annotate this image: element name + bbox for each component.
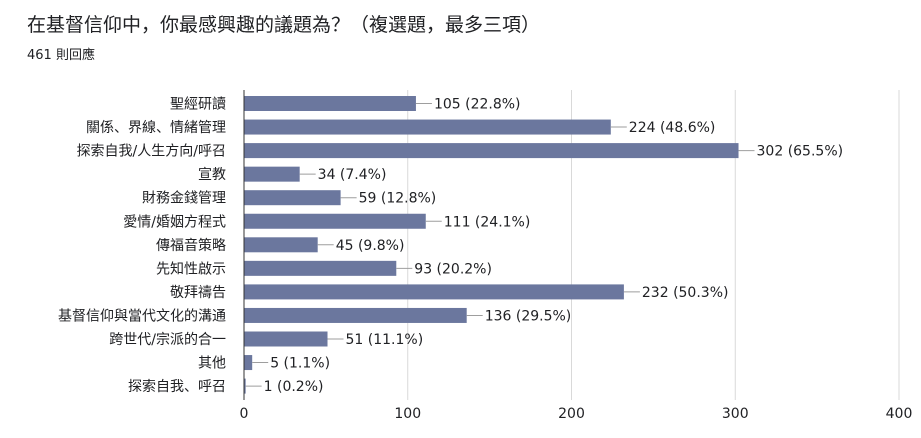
response-count: 461 則回應 [27, 48, 95, 63]
data-label: 302 (65.5%) [757, 144, 844, 160]
category-label: 關係、界線、情緒管理 [86, 120, 226, 136]
data-label: 224 (48.6%) [629, 120, 716, 136]
bar [244, 190, 341, 206]
chart-title: 在基督信仰中，你最感興趣的議題為？（複選題，最多三項） [27, 14, 541, 36]
category-label: 傳福音策略 [156, 237, 226, 254]
bar [244, 237, 318, 253]
data-label: 5 (1.1%) [270, 356, 330, 372]
category-label: 愛情/婚姻方程式 [123, 214, 226, 230]
bar [244, 213, 426, 229]
bar [244, 331, 328, 347]
bar [244, 96, 416, 111]
bar [244, 378, 246, 394]
bars [244, 96, 739, 394]
category-label: 財務金錢管理 [142, 190, 226, 207]
category-label: 其他 [198, 356, 226, 372]
data-label: 232 (50.3%) [642, 285, 729, 301]
category-label: 先知性啟示 [156, 260, 226, 277]
bar [244, 143, 739, 159]
x-tick-label: 200 [558, 406, 585, 422]
category-label: 敬拜禱告 [170, 285, 226, 301]
labels: 0 100 200 300 400 聖經研讀 105 (22.8%) 關係、界線、情緒管理 22… [58, 97, 912, 423]
data-label: 59 (12.8%) [359, 191, 437, 207]
bar [244, 119, 611, 135]
bar [244, 355, 253, 371]
x-tick-label: 0 [240, 406, 249, 422]
category-label: 基督信仰與當代文化的溝通 [58, 307, 226, 324]
category-label: 跨世代/宗派的合一 [109, 332, 226, 348]
category-label: 宣教 [198, 167, 226, 183]
data-label: 93 (20.2%) [414, 261, 492, 277]
data-label: 105 (22.8%) [434, 97, 521, 113]
category-label: 探索自我、呼召 [128, 378, 226, 395]
data-label: 51 (11.1%) [346, 332, 424, 348]
x-tick-label: 400 [886, 406, 913, 422]
data-label: 34 (7.4%) [318, 167, 387, 183]
data-label: 136 (29.5%) [485, 308, 572, 324]
category-label: 聖經研讀 [170, 97, 226, 113]
bar [244, 166, 300, 182]
category-label: 探索自我/人生方向/呼召 [77, 143, 226, 160]
bar [244, 260, 397, 276]
bar [244, 284, 624, 300]
x-tick-label: 300 [722, 406, 749, 422]
bar [244, 307, 467, 323]
gridlines [407, 90, 900, 400]
x-tick-label: 100 [394, 406, 421, 422]
data-label: 1 (0.2%) [264, 379, 324, 395]
data-label: 111 (24.1%) [444, 214, 531, 230]
data-label: 45 (9.8%) [336, 238, 405, 254]
